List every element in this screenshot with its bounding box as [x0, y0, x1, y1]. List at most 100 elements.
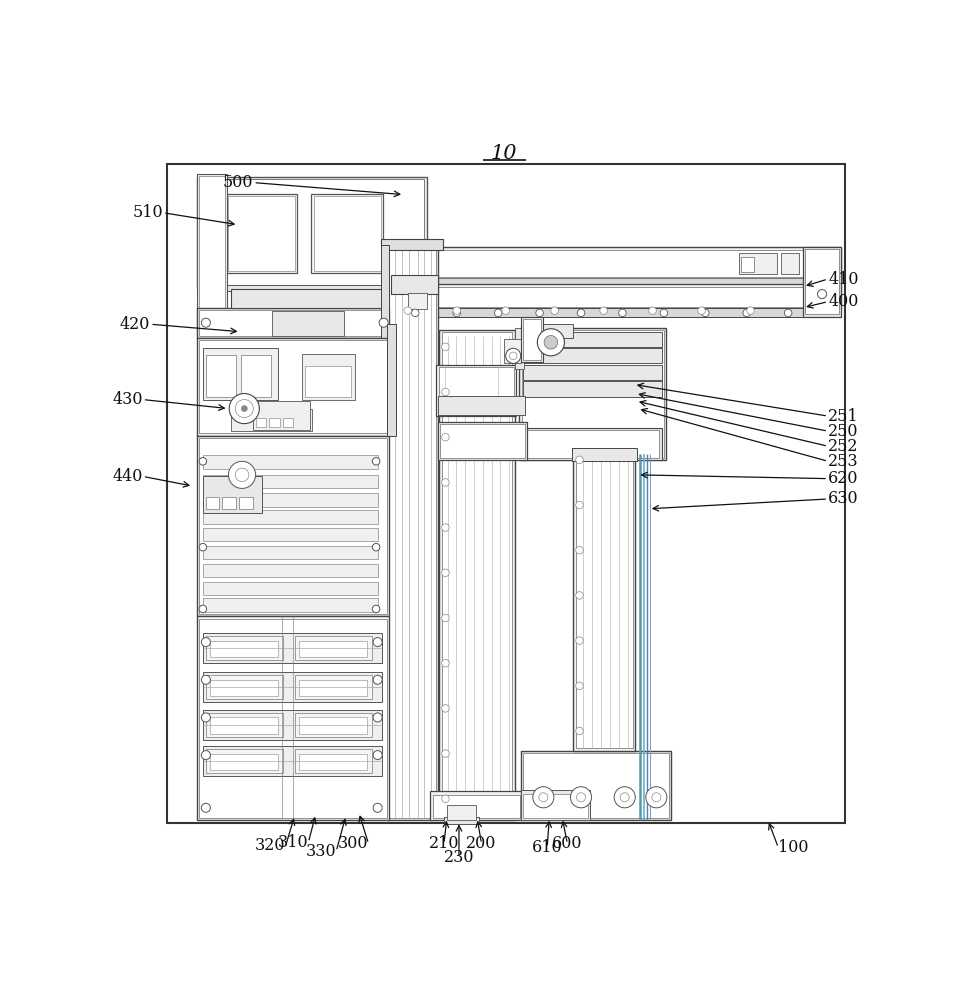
Bar [521, 317, 543, 362]
Circle shape [614, 787, 636, 808]
Bar [573, 457, 636, 751]
Circle shape [201, 638, 210, 647]
Circle shape [373, 713, 382, 722]
Text: 210: 210 [429, 835, 459, 852]
Bar [199, 438, 387, 614]
Circle shape [743, 309, 750, 317]
Circle shape [577, 309, 585, 317]
Text: 500: 500 [223, 174, 254, 191]
Bar [541, 324, 573, 338]
Circle shape [575, 501, 583, 509]
Circle shape [575, 682, 583, 690]
Bar [227, 196, 295, 271]
Circle shape [373, 751, 382, 760]
Bar [523, 332, 662, 347]
Bar [395, 250, 839, 277]
Bar [203, 348, 278, 400]
Bar [203, 746, 382, 776]
Circle shape [495, 309, 502, 317]
Circle shape [228, 461, 256, 488]
Bar [272, 311, 344, 336]
Bar [203, 475, 377, 488]
Circle shape [411, 309, 419, 317]
Bar [203, 633, 382, 663]
Bar [254, 401, 310, 430]
Bar [295, 749, 371, 773]
Bar [391, 275, 437, 294]
Bar [438, 367, 514, 414]
Bar [203, 672, 382, 702]
Bar [203, 528, 377, 541]
Bar [525, 430, 659, 458]
Circle shape [404, 307, 411, 314]
Bar [305, 366, 351, 397]
Bar [519, 328, 666, 460]
Bar [523, 428, 662, 460]
Bar [575, 459, 633, 748]
Bar [523, 319, 541, 360]
Bar [199, 179, 425, 286]
Bar [440, 424, 525, 458]
Bar [431, 791, 522, 820]
Bar [522, 330, 664, 458]
Circle shape [441, 433, 449, 441]
Bar [395, 287, 839, 307]
Circle shape [509, 352, 517, 360]
Circle shape [441, 479, 449, 486]
Bar [521, 790, 590, 820]
Bar [210, 717, 278, 734]
Bar [437, 396, 525, 415]
Bar [203, 564, 377, 577]
Circle shape [201, 751, 210, 760]
Bar [433, 795, 520, 818]
Text: 410: 410 [828, 271, 858, 288]
Bar [226, 194, 297, 273]
Bar [806, 249, 839, 314]
Text: 300: 300 [338, 835, 368, 852]
Bar [299, 680, 367, 696]
Circle shape [201, 675, 210, 684]
Bar [199, 340, 387, 433]
Bar [742, 257, 753, 272]
Bar [196, 436, 389, 616]
Circle shape [576, 793, 585, 802]
Bar [206, 636, 283, 660]
Bar [203, 582, 377, 595]
Circle shape [441, 795, 449, 803]
Bar [196, 616, 389, 820]
Bar [199, 310, 387, 336]
Circle shape [575, 637, 583, 644]
Circle shape [441, 388, 449, 396]
Bar [389, 247, 435, 818]
Text: 610: 610 [532, 839, 563, 856]
Circle shape [441, 705, 449, 712]
Bar [210, 641, 278, 657]
Bar [206, 713, 283, 737]
Bar [295, 713, 371, 737]
Bar [240, 355, 270, 397]
Circle shape [441, 569, 449, 577]
Bar [199, 619, 387, 818]
Bar [387, 324, 396, 436]
Circle shape [660, 309, 668, 317]
Bar [523, 794, 588, 818]
Circle shape [229, 394, 260, 424]
Circle shape [575, 546, 583, 554]
Bar [311, 194, 383, 273]
Text: 320: 320 [256, 837, 286, 854]
Text: 310: 310 [278, 834, 308, 851]
Text: 253: 253 [828, 453, 858, 470]
Circle shape [698, 307, 706, 314]
Bar [196, 174, 227, 339]
Circle shape [199, 543, 207, 551]
Bar [444, 817, 478, 824]
Circle shape [372, 605, 380, 613]
Circle shape [575, 592, 583, 599]
Circle shape [538, 329, 565, 356]
Bar [781, 253, 799, 274]
Bar [393, 284, 841, 309]
Bar [408, 293, 427, 309]
Circle shape [600, 307, 608, 314]
Bar [196, 177, 427, 288]
Bar [203, 598, 377, 612]
